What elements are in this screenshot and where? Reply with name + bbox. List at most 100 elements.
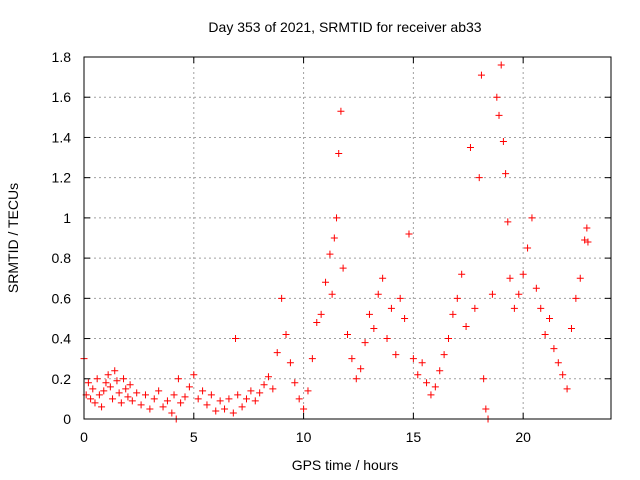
- data-point: [264, 373, 272, 381]
- data-point: [168, 409, 176, 417]
- data-point: [238, 403, 246, 411]
- data-point: [396, 294, 404, 302]
- data-point: [247, 387, 255, 395]
- data-point: [328, 290, 336, 298]
- data-point: [269, 385, 277, 393]
- data-point: [453, 294, 461, 302]
- data-point: [502, 170, 510, 178]
- y-tick-label: 1.8: [52, 49, 72, 65]
- data-point: [106, 383, 114, 391]
- data-point: [141, 391, 149, 399]
- data-point: [170, 391, 178, 399]
- data-point: [146, 405, 154, 413]
- data-point: [278, 294, 286, 302]
- data-point: [427, 391, 435, 399]
- data-point: [282, 331, 290, 339]
- y-tick-label: 0: [63, 411, 71, 427]
- data-point: [199, 387, 207, 395]
- data-point: [519, 270, 527, 278]
- data-point: [95, 391, 103, 399]
- data-point: [234, 391, 242, 399]
- data-point: [445, 335, 453, 343]
- data-points: [80, 61, 592, 423]
- data-point: [370, 325, 378, 332]
- data-point: [260, 381, 268, 389]
- data-point: [423, 379, 431, 387]
- y-tick-label: 1.2: [52, 170, 72, 186]
- data-point: [91, 399, 99, 407]
- data-point: [117, 399, 125, 407]
- data-point: [584, 238, 592, 246]
- data-point: [120, 375, 128, 383]
- data-point: [576, 274, 584, 282]
- data-point: [111, 367, 119, 375]
- data-point: [109, 395, 117, 403]
- data-point: [515, 290, 523, 298]
- data-point: [480, 375, 488, 383]
- data-point: [232, 335, 240, 343]
- data-point: [333, 214, 341, 222]
- data-point: [493, 93, 501, 101]
- y-tick-label: 0.8: [52, 250, 72, 266]
- data-point: [506, 274, 514, 282]
- data-point: [524, 244, 532, 252]
- data-point: [379, 274, 387, 282]
- data-point: [418, 359, 426, 367]
- data-point: [115, 389, 123, 397]
- data-point: [177, 399, 185, 407]
- data-point: [475, 174, 483, 182]
- data-point: [273, 349, 281, 357]
- y-tick-label: 0.2: [52, 371, 72, 387]
- data-point: [87, 395, 95, 403]
- data-point: [436, 367, 444, 375]
- data-point: [102, 379, 110, 387]
- data-point: [532, 284, 540, 292]
- data-point: [477, 71, 485, 79]
- data-point: [212, 407, 220, 415]
- data-point: [128, 397, 136, 405]
- x-tick-label: 20: [515, 429, 531, 445]
- data-point: [572, 294, 580, 302]
- data-point: [471, 304, 479, 312]
- data-point: [300, 405, 308, 413]
- data-point: [100, 387, 108, 395]
- data-point: [322, 278, 330, 286]
- data-point: [133, 389, 141, 397]
- data-point: [84, 379, 92, 387]
- data-point: [344, 331, 351, 339]
- y-tick-label: 0.6: [52, 290, 72, 306]
- data-point: [185, 383, 193, 391]
- data-point: [409, 355, 417, 363]
- data-point: [541, 331, 549, 339]
- data-point: [308, 355, 316, 363]
- chart-title: Day 353 of 2021, SRMTID for receiver ab3…: [208, 19, 481, 35]
- data-point: [339, 264, 347, 272]
- data-point: [155, 387, 163, 395]
- data-point: [113, 377, 121, 385]
- y-tick-label: 0.4: [52, 331, 72, 347]
- data-point: [194, 395, 202, 403]
- data-point: [504, 218, 512, 226]
- data-point: [313, 318, 321, 326]
- data-point: [528, 214, 536, 222]
- data-point: [348, 355, 356, 363]
- data-point: [559, 371, 567, 379]
- plot-frame: [83, 56, 612, 420]
- data-point: [207, 391, 215, 399]
- data-point: [124, 393, 132, 401]
- data-point: [326, 250, 334, 258]
- data-point: [482, 405, 490, 413]
- data-point: [546, 314, 554, 322]
- data-point: [122, 385, 130, 393]
- data-point: [221, 405, 229, 413]
- axis-ticks: [83, 56, 611, 420]
- data-point: [295, 395, 303, 403]
- data-point: [431, 383, 439, 391]
- data-point: [495, 111, 503, 119]
- data-point: [449, 310, 457, 318]
- data-point: [387, 304, 395, 312]
- data-point: [98, 403, 106, 411]
- y-tick-labels: 0 0.2 0.4 0.6 0.8 1 1.2 1.4 1.6 1.8: [52, 49, 72, 427]
- data-point: [330, 234, 338, 242]
